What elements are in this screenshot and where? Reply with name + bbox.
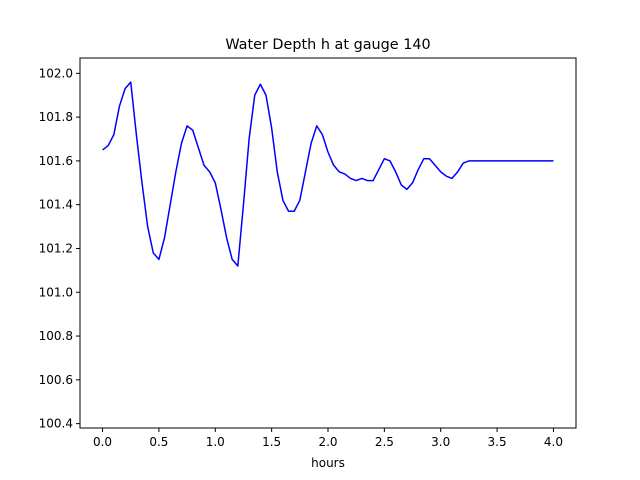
x-tick-label: 1.5	[262, 435, 281, 449]
y-axis: 100.4 100.6 100.8 101.0 101.2 101.4 101.6 101.8…	[39, 66, 80, 431]
x-axis: 0.0 0.5 1.0 1.5 2.0 2.5 3.0 3.5 4.0	[93, 428, 563, 449]
x-tick-label: 1.0	[206, 435, 225, 449]
y-tick-label: 100.4	[39, 417, 73, 431]
x-tick-label: 2.0	[318, 435, 337, 449]
x-tick-label: 3.0	[431, 435, 450, 449]
y-tick-label: 102.0	[39, 66, 73, 80]
x-tick-label: 4.0	[544, 435, 563, 449]
y-tick-label: 101.0	[39, 285, 73, 299]
y-tick-label: 101.6	[39, 154, 73, 168]
plot-area	[102, 81, 554, 267]
x-axis-label: hours	[311, 456, 345, 470]
x-tick-label: 0.0	[93, 435, 112, 449]
series-line	[102, 81, 554, 267]
y-tick-label: 100.6	[39, 373, 73, 387]
x-tick-label: 3.5	[488, 435, 507, 449]
plot-frame	[79, 57, 577, 429]
y-tick-label: 100.8	[39, 329, 73, 343]
x-tick-label: 2.5	[375, 435, 394, 449]
x-tick-label: 0.5	[149, 435, 168, 449]
y-tick-label: 101.4	[39, 198, 73, 212]
y-tick-label: 101.8	[39, 110, 73, 124]
y-tick-label: 101.2	[39, 241, 73, 255]
chart-title: Water Depth h at gauge 140	[225, 37, 430, 53]
